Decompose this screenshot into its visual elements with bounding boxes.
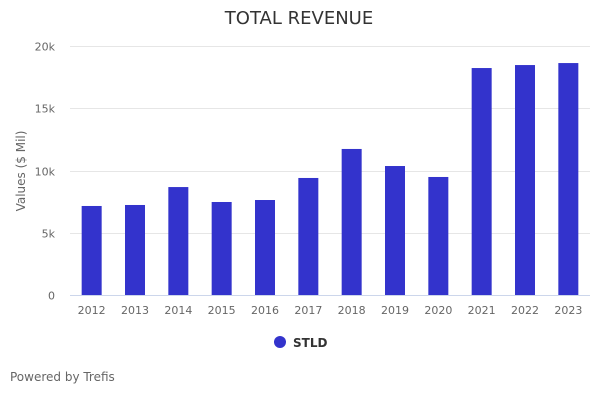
revenue-bar-chart: TOTAL REVENUE 0 5k 10k 15k 20k Values ($ Mil…	[14, 8, 590, 350]
legend[interactable]: STLD	[274, 336, 327, 350]
y-tick-label: 10k	[35, 166, 56, 179]
x-tick-label: 2012	[78, 304, 106, 317]
bar-2021[interactable]	[471, 68, 492, 295]
bar-2019[interactable]	[385, 166, 405, 295]
y-tick-label: 0	[48, 290, 55, 303]
bar-2013[interactable]	[125, 204, 145, 295]
x-tick-label: 2022	[511, 304, 539, 317]
powered-by-credit[interactable]: Powered by Trefis	[10, 370, 115, 384]
bar-2017[interactable]	[298, 177, 319, 295]
bar-2014[interactable]	[168, 187, 189, 295]
x-tick-label: 2020	[424, 304, 452, 317]
bar-2023[interactable]	[558, 63, 579, 295]
x-axis-ticks: 2012 2013 2014 2015 2016 2017 2018 2019 2020 2021…	[78, 304, 583, 317]
gridlines	[70, 46, 590, 234]
y-tick-label: 15k	[35, 103, 56, 116]
x-tick-label: 2023	[554, 304, 582, 317]
y-axis-label: Values ($ Mil)	[14, 131, 28, 212]
bar-2022[interactable]	[515, 65, 535, 296]
bar-2016[interactable]	[255, 200, 275, 295]
x-tick-label: 2014	[164, 304, 192, 317]
x-tick-label: 2016	[251, 304, 279, 317]
y-tick-label: 20k	[35, 41, 56, 54]
x-tick-label: 2021	[468, 304, 496, 317]
x-tick-label: 2013	[121, 304, 149, 317]
bar-2012[interactable]	[81, 205, 102, 295]
legend-label-stld[interactable]: STLD	[293, 336, 327, 350]
chart-title: TOTAL REVENUE	[224, 8, 373, 29]
legend-marker-stld	[274, 336, 286, 348]
x-tick-label: 2019	[381, 304, 409, 317]
x-tick-label: 2018	[338, 304, 366, 317]
y-tick-label: 5k	[42, 228, 56, 241]
bar-2015[interactable]	[211, 201, 232, 295]
bar-2020[interactable]	[428, 176, 449, 295]
x-tick-label: 2015	[208, 304, 236, 317]
y-axis-ticks: 0 5k 10k 15k 20k	[35, 41, 56, 303]
x-tick-label: 2017	[294, 304, 322, 317]
bars	[81, 63, 579, 296]
bar-2018[interactable]	[341, 148, 362, 295]
